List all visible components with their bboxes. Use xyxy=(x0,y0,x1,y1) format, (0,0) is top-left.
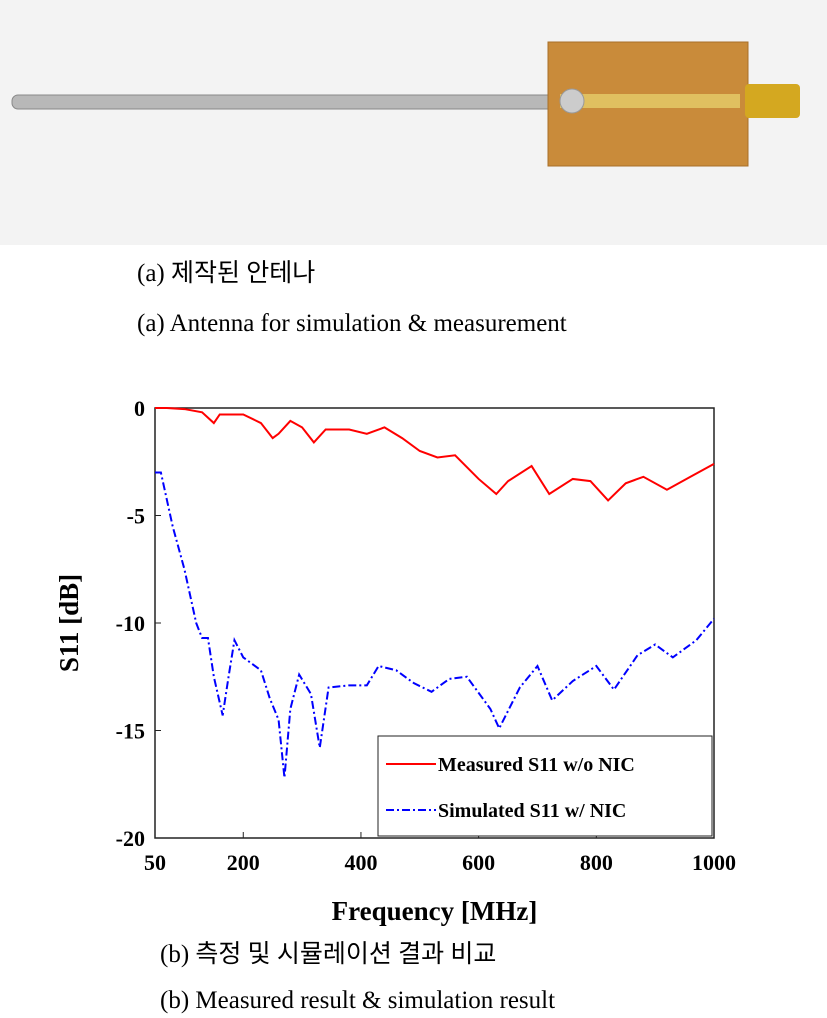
x-tick-label: 400 xyxy=(344,850,377,875)
x-tick-label: 1000 xyxy=(692,850,736,875)
y-axis-label: S11 [dB] xyxy=(54,574,84,672)
y-tick-label: -20 xyxy=(116,826,145,851)
caption: (a) Antenna for simulation & measurement xyxy=(137,310,567,337)
legend-label: Measured S11 w/o NIC xyxy=(438,754,635,776)
y-tick-label: -5 xyxy=(127,504,145,529)
y-tick-label: 0 xyxy=(134,396,145,421)
legend-label: Simulated S11 w/ NIC xyxy=(438,800,626,822)
caption: (b) 측정 및 시뮬레이션 결과 비교 xyxy=(160,940,496,968)
data-line xyxy=(155,471,715,778)
x-tick-label: 200 xyxy=(227,850,260,875)
legend-box xyxy=(377,735,713,837)
data-line xyxy=(155,407,715,502)
x-tick-label: 600 xyxy=(462,850,495,875)
caption: (a) 제작된 안테나 xyxy=(137,259,315,287)
antenna-photo xyxy=(11,41,800,167)
y-tick-label: -15 xyxy=(116,719,145,744)
x-axis-label: Frequency [MHz] xyxy=(332,896,538,926)
x-tick-label: 800 xyxy=(580,850,613,875)
x-tick-label: 50 xyxy=(144,850,166,875)
caption: (b) Measured result & simulation result xyxy=(160,987,555,1014)
y-tick-label: -10 xyxy=(116,611,145,636)
